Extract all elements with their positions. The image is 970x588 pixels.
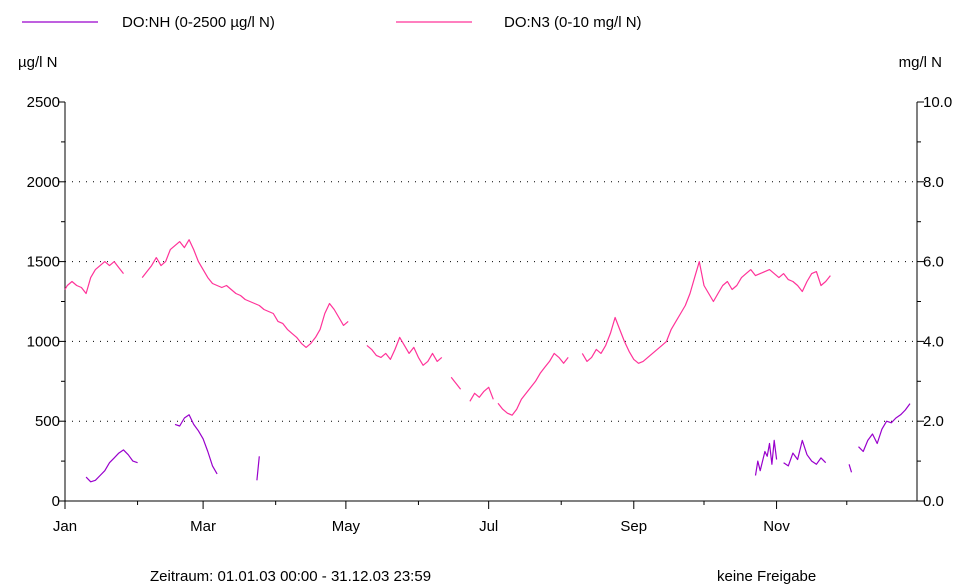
series-nh-line <box>85 449 138 483</box>
series-nh-line <box>858 403 911 453</box>
legend-label-n3: DO:N3 (0-10 mg/l N) <box>504 14 642 31</box>
left-tick-label: 500 <box>35 413 60 430</box>
left-tick-label: 1000 <box>27 333 60 350</box>
series-nh-line <box>783 439 827 467</box>
status-text: keine Freigabe <box>717 568 816 585</box>
period-text: Zeitraum: 01.01.03 00:00 - 31.12.03 23:5… <box>150 568 431 585</box>
left-axis: 0 500 1000 1500 2000 2500 <box>27 94 66 510</box>
x-tick-label: Jan <box>53 518 77 535</box>
x-tick-label: May <box>332 518 361 535</box>
right-tick-label: 2.0 <box>923 413 944 430</box>
right-tick-label: 8.0 <box>923 174 944 191</box>
right-tick-label: 10.0 <box>923 94 952 111</box>
series-n3-line <box>64 261 124 295</box>
left-axis-unit: µg/l N <box>18 54 58 71</box>
series-n3-line <box>366 336 443 366</box>
series-n3-line <box>497 352 569 416</box>
gridlines <box>65 181 917 422</box>
x-tick-label: Nov <box>763 518 790 535</box>
series-n3-line <box>469 386 494 402</box>
series-nh-line <box>256 456 260 481</box>
series-nh-line <box>848 464 853 473</box>
right-axis: 0.0 2.0 4.0 6.0 8.0 10.0 <box>916 94 952 510</box>
x-tick-label: Jul <box>479 518 498 535</box>
series-n3-line <box>450 376 462 390</box>
right-axis-unit: mg/l N <box>899 54 942 71</box>
x-axis: Jan Mar May Jul Sep Nov <box>53 500 917 535</box>
series-n3-line <box>141 239 349 348</box>
right-tick-label: 6.0 <box>923 254 944 271</box>
legend-label-nh: DO:NH (0-2500 µg/l N) <box>122 14 275 31</box>
left-tick-label: 0 <box>52 493 60 510</box>
series-n3-line <box>581 261 831 364</box>
x-tick-label: Mar <box>190 518 216 535</box>
legend: DO:NH (0-2500 µg/l N) DO:N3 (0-10 mg/l N… <box>22 14 642 31</box>
series-nh-line <box>174 414 218 475</box>
series-layer <box>64 239 911 483</box>
series-nh-line <box>754 439 778 476</box>
left-tick-label: 1500 <box>27 254 60 271</box>
x-tick-label: Sep <box>620 518 647 535</box>
left-tick-label: 2500 <box>27 94 60 111</box>
right-tick-label: 4.0 <box>923 333 944 350</box>
left-tick-label: 2000 <box>27 174 60 191</box>
right-tick-label: 0.0 <box>923 493 944 510</box>
